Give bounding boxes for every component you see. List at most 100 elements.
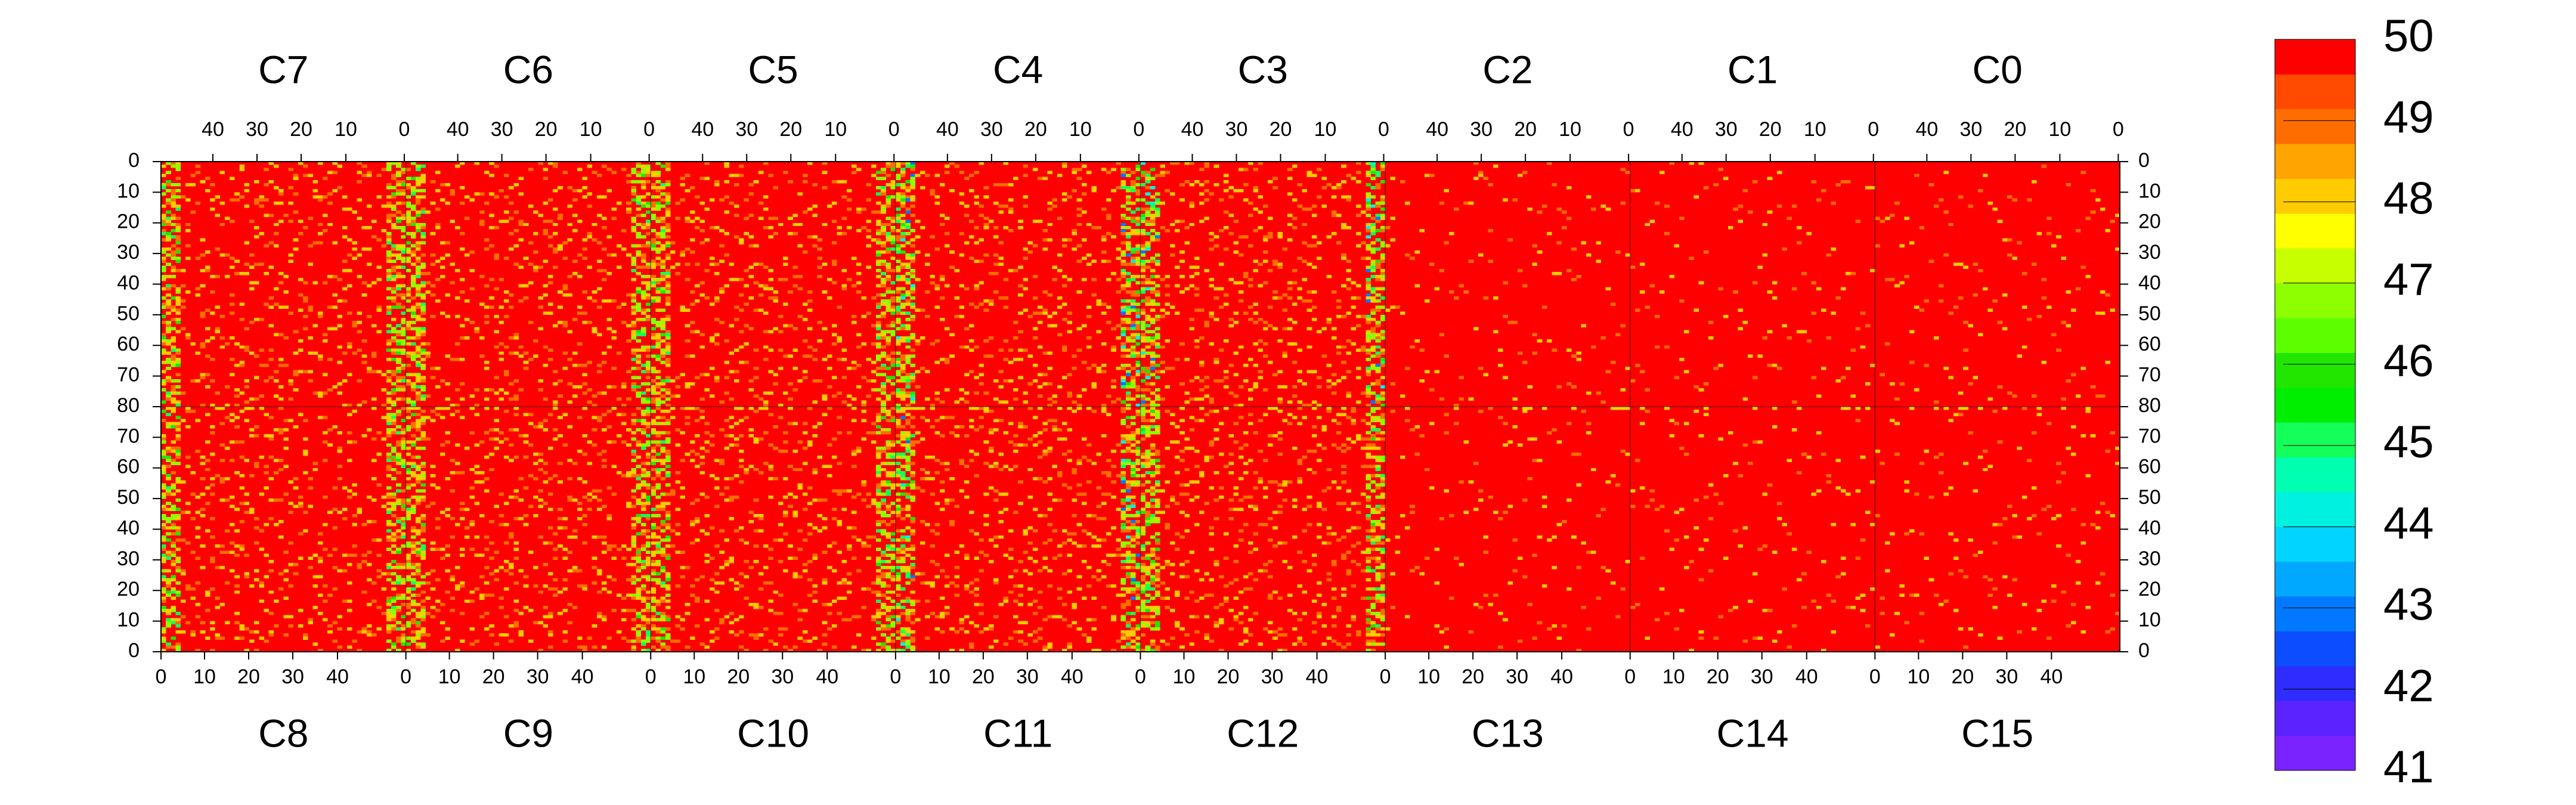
heatmap-cell [807,162,813,165]
heatmap-cell [881,259,886,263]
heatmap-cell [268,569,274,572]
heatmap-cell [366,370,372,373]
heatmap-cell [352,513,357,518]
heatmap-cell [445,182,450,187]
heatmap-cell [1370,311,1376,315]
heatmap-cell [729,278,735,281]
heatmap-cell [1160,174,1165,178]
heatmap-cell [1258,376,1264,380]
heatmap-cell [479,480,485,484]
heatmap-cell [1434,370,1439,373]
heatmap-cell [210,492,215,496]
heatmap-cell [886,394,891,398]
heatmap-cell [420,262,426,267]
heatmap-cell [332,507,338,512]
heatmap-cell [553,324,558,327]
heatmap-cell [582,364,587,367]
heatmap-cell [215,247,220,251]
heatmap-cell [175,434,181,438]
heatmap-cell [1444,189,1450,193]
heatmap-cell [900,397,906,401]
heatmap-cell [851,397,857,401]
heatmap-cell [841,357,847,361]
heatmap-cell [234,388,240,392]
heatmap-cell [1111,327,1116,330]
heatmap-cell [881,271,886,275]
heatmap-cell [386,443,392,447]
heatmap-cell [640,165,646,168]
heatmap-cell [401,507,406,512]
heatmap-cell [651,281,656,284]
heatmap-cell [582,391,587,395]
heatmap-cell [1375,382,1381,386]
heatmap-cell [1145,318,1151,321]
heatmap-cell [268,376,274,380]
heatmap-cell [553,403,558,407]
heatmap-cell [317,575,323,579]
heatmap-cell [778,403,784,407]
heatmap-cell [410,219,416,224]
heatmap-cell [1125,232,1131,236]
heatmap-cell [1238,385,1244,389]
heatmap-cell [983,253,989,257]
heatmap-cell [1664,232,1670,236]
heatmap-cell [1317,385,1322,389]
heatmap-cell [391,596,397,600]
heatmap-cell [1870,364,1875,367]
heatmap-cell [695,225,700,230]
heatmap-cell [312,324,318,327]
heatmap-cell [538,213,543,217]
heatmap-cell [494,253,500,257]
heatmap-cell [420,208,426,211]
heatmap-cell [166,507,171,512]
heatmap-cell [1145,232,1151,236]
heatmap-cell [788,397,793,401]
heatmap-cell [640,345,646,349]
heatmap-cell [1160,201,1165,205]
heatmap-cell [327,428,333,432]
heatmap-cell [161,467,166,472]
heatmap-cell [1493,330,1498,334]
heatmap-cell [1125,281,1131,284]
heatmap-cell [161,578,166,582]
heatmap-cell [547,413,553,416]
heatmap-cell [391,449,397,453]
heatmap-cell [229,336,235,340]
heatmap-cell [1958,296,1964,300]
heatmap-cell [1380,351,1386,355]
heatmap-cell [171,198,176,202]
heatmap-cell [881,382,886,386]
heatmap-cell [1135,198,1141,202]
heatmap-cell [205,177,210,181]
heatmap-cell [410,434,416,438]
heatmap-cell [410,354,416,358]
heatmap-cell [254,235,259,239]
heatmap-cell [308,244,313,248]
heatmap-cell [1150,204,1156,208]
heatmap-cell [166,162,171,165]
heatmap-cell [205,354,210,358]
heatmap-cell [1625,171,1631,174]
heatmap-cell [298,532,304,536]
heatmap-cell [1131,250,1136,254]
heatmap-cell [1125,262,1131,267]
heatmap-cell [401,379,406,383]
heatmap-cell [386,186,392,190]
heatmap-cell [1375,308,1381,312]
heatmap-cell [420,357,426,361]
heatmap-cell [998,182,1004,187]
heatmap-cell [1145,259,1151,263]
heatmap-cell [171,563,176,566]
heatmap-cell [298,348,304,352]
heatmap-cell [900,367,906,370]
heatmap-cell [1884,342,1890,346]
heatmap-cell [1880,219,1885,224]
heatmap-cell [386,602,392,606]
heatmap-cell [592,238,597,242]
heatmap-cell [234,425,240,429]
heatmap-cell [905,232,911,236]
heatmap-cell [219,253,225,257]
heatmap-cell [401,367,406,370]
heatmap-cell [381,373,387,376]
heatmap-cell [401,348,406,352]
